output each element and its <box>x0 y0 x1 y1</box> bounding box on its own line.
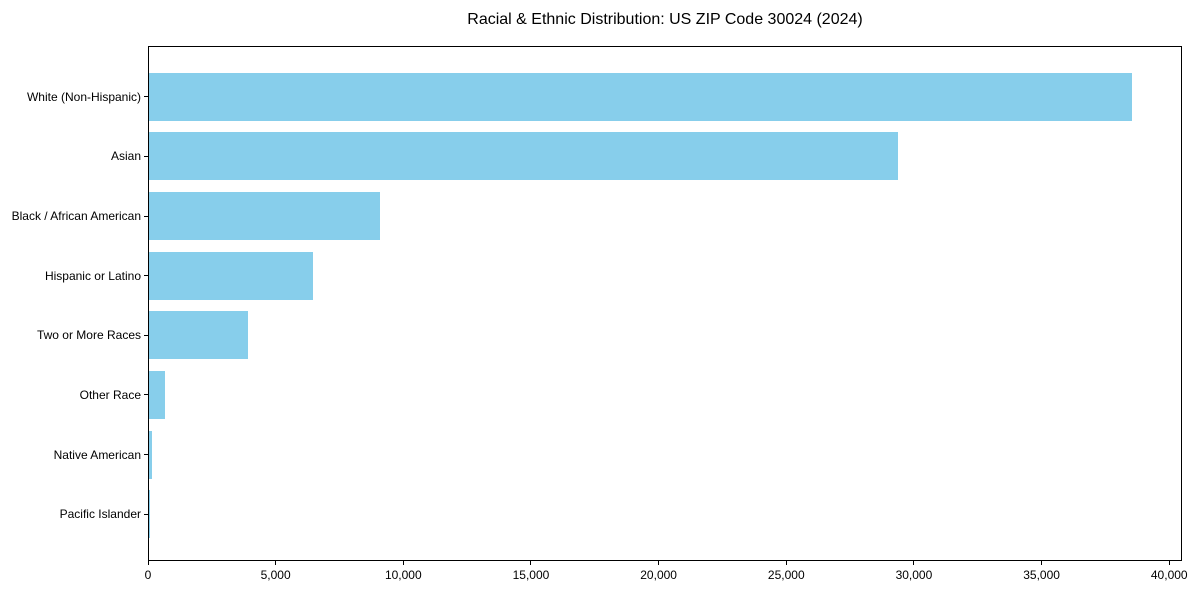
bars-container <box>149 47 1181 560</box>
bar-slot <box>149 425 1181 485</box>
y-tick-mark <box>144 394 148 396</box>
ylabel-text: Other Race <box>79 387 141 402</box>
ylabel-text: Pacific Islander <box>59 507 141 522</box>
x-tick-label: 25,000 <box>767 568 805 582</box>
x-tick-mark <box>658 561 660 565</box>
y-tick-mark <box>144 275 148 277</box>
ylabel-row: Black / African American <box>0 186 148 246</box>
ylabel-text: Black / African American <box>11 209 141 224</box>
x-tick-label: 20,000 <box>640 568 677 582</box>
bar <box>149 72 1132 121</box>
ylabel-row: Pacific Islander <box>0 484 148 544</box>
x-tick-label: 15,000 <box>512 568 550 582</box>
x-tick-mark <box>1168 561 1170 565</box>
ylabel-row: Two or More Races <box>0 306 148 366</box>
x-tick-mark <box>147 561 149 565</box>
ylabel-text: Two or More Races <box>36 328 141 343</box>
y-tick-mark <box>144 513 148 515</box>
y-tick-mark <box>144 334 148 336</box>
ylabel-row: Other Race <box>0 365 148 425</box>
x-axis: 0 5,000 10,000 15,000 20,000 25,000 30,000 35,0… <box>144 561 1188 593</box>
bar <box>149 192 381 241</box>
plot-area <box>148 46 1182 561</box>
ylabel-row: Asian <box>0 127 148 187</box>
bar-slot <box>149 484 1181 544</box>
y-axis-labels: White (Non-Hispanic) Asian Black / African… <box>0 46 148 561</box>
ylabel-text: White (Non-Hispanic) <box>26 89 141 104</box>
y-tick-mark <box>144 454 148 456</box>
x-tick-label: 30,000 <box>895 568 933 582</box>
x-tick-label: 10,000 <box>384 568 422 582</box>
x-tick-mark <box>1041 561 1043 565</box>
y-tick-mark <box>144 155 148 157</box>
y-tick-mark <box>144 96 148 98</box>
ylabel-text: Native American <box>53 447 141 462</box>
ylabel-text: Asian <box>110 149 141 164</box>
bar <box>149 490 151 539</box>
x-tick-label: 40,000 <box>1150 568 1188 582</box>
ylabel-text: Hispanic or Latino <box>44 268 141 283</box>
bar <box>149 251 313 300</box>
x-tick-mark <box>530 561 532 565</box>
bar-slot <box>149 127 1181 187</box>
x-tick-label: 5,000 <box>260 568 291 582</box>
bar <box>149 311 249 360</box>
bar-slot <box>149 246 1181 306</box>
x-tick-mark <box>275 561 277 565</box>
chart-title: Racial & Ethnic Distribution: US ZIP Cod… <box>467 11 863 28</box>
y-tick-mark <box>144 215 148 217</box>
bar-slot <box>149 306 1181 366</box>
bar <box>149 430 153 479</box>
bar-slot <box>149 186 1181 246</box>
bar-slot <box>149 67 1181 127</box>
bar-slot <box>149 365 1181 425</box>
bar <box>149 132 898 181</box>
ylabel-row: White (Non-Hispanic) <box>0 67 148 127</box>
x-tick-label: 0 <box>144 568 152 582</box>
x-tick-mark <box>785 561 787 565</box>
x-tick-mark <box>913 561 915 565</box>
ylabel-row: Native American <box>0 425 148 485</box>
x-tick-mark <box>402 561 404 565</box>
bar <box>149 370 166 419</box>
ylabel-row: Hispanic or Latino <box>0 246 148 306</box>
x-tick-label: 35,000 <box>1023 568 1060 582</box>
